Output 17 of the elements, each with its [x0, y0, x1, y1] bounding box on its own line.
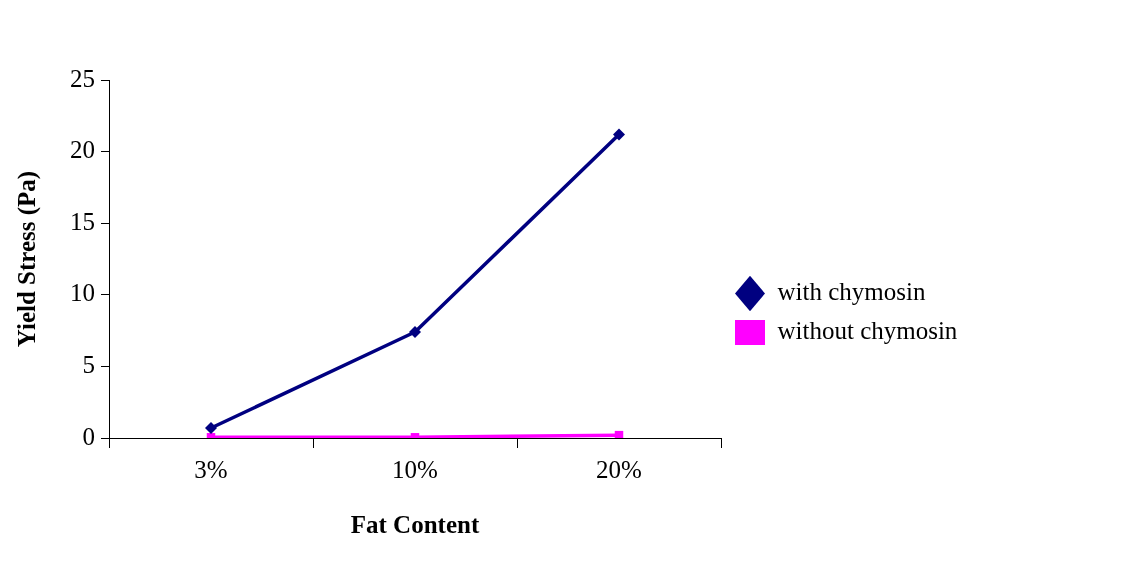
x-tick-label: 3% [194, 455, 228, 483]
legend-label: with chymosin [777, 278, 926, 306]
legend-label: without chymosin [777, 317, 958, 345]
point [613, 128, 625, 141]
point [409, 326, 421, 339]
y-tick-label: 20 [70, 136, 95, 164]
y-tick-label: 5 [82, 350, 95, 378]
y-tick-label: 25 [70, 64, 95, 92]
x-tick-label: 20% [596, 455, 642, 483]
point [205, 421, 217, 434]
y-axis-title: Yield Stress (Pa) [13, 170, 42, 348]
x-tick-label: 10% [392, 455, 438, 483]
y-tick-label: 15 [70, 207, 95, 235]
point [614, 430, 624, 438]
x-axis-title: Fat Content [350, 511, 480, 539]
y-tick-label: 0 [82, 422, 95, 450]
y-tick-label: 10 [70, 279, 95, 307]
